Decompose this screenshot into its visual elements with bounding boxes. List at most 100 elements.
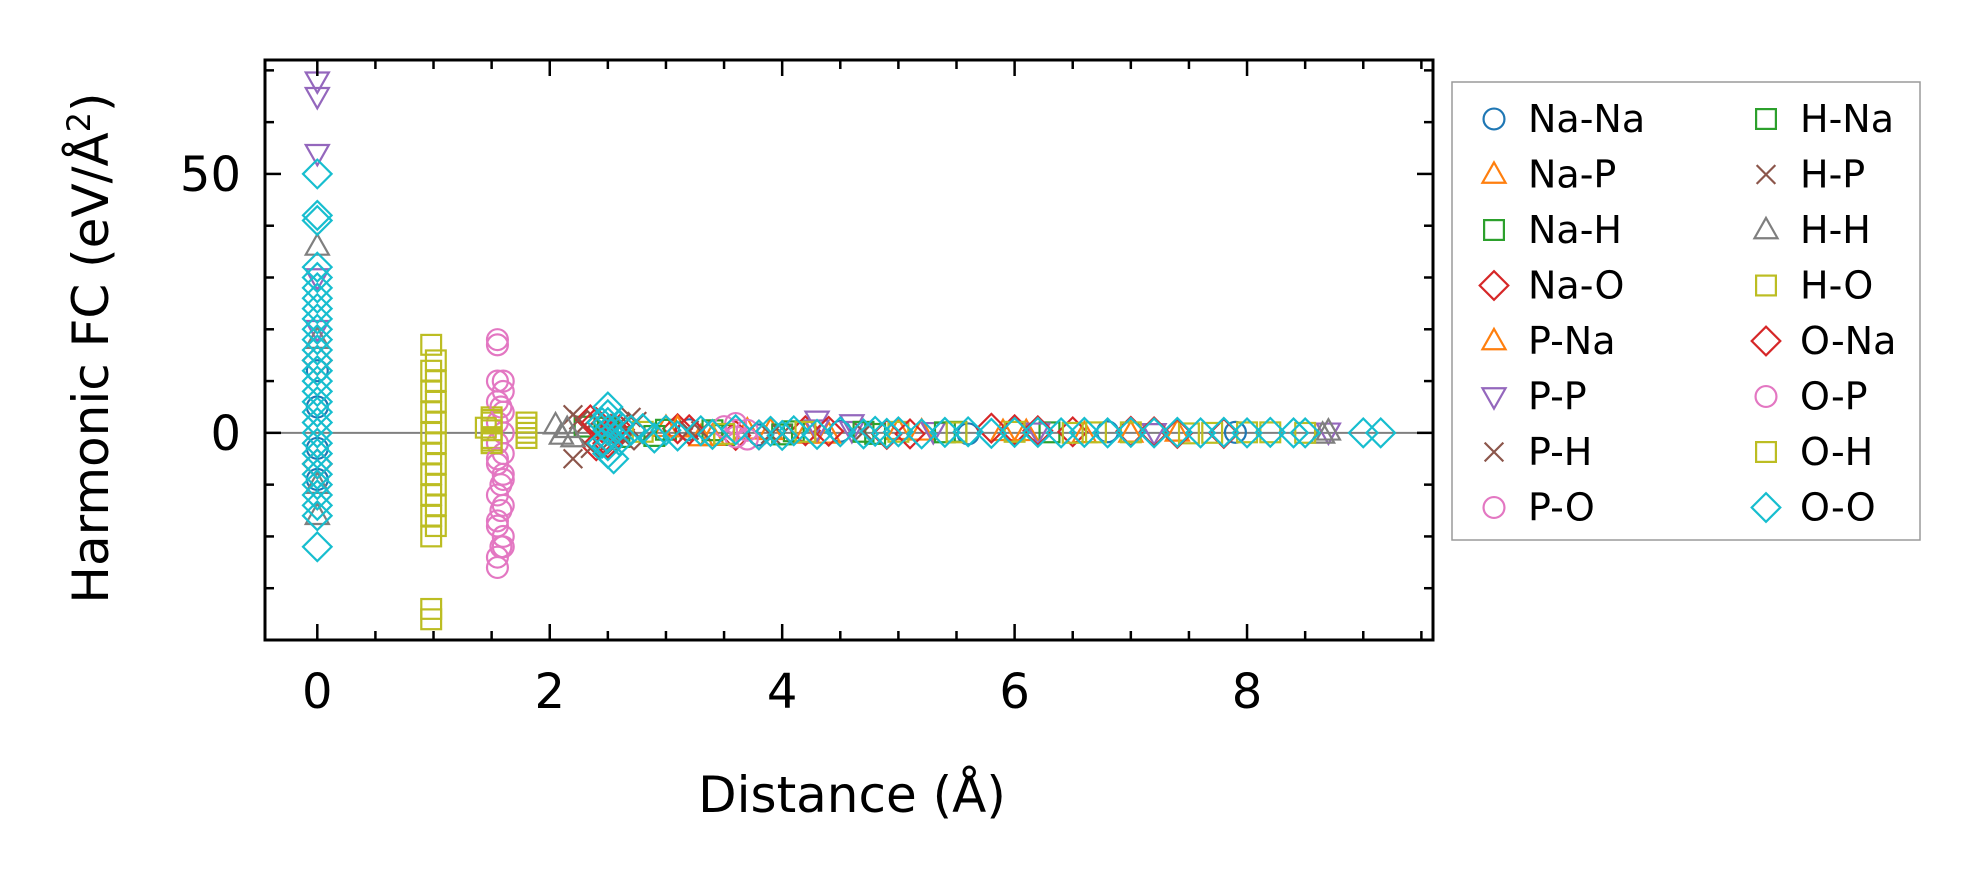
data-point xyxy=(480,429,503,452)
legend-label: H-O xyxy=(1800,264,1873,308)
data-point xyxy=(485,333,509,357)
legend-label: H-H xyxy=(1800,208,1871,252)
legend-label: O-O xyxy=(1800,486,1876,530)
legend-item-na-h: Na-H xyxy=(1482,208,1622,252)
data-point xyxy=(1114,416,1147,449)
data-point xyxy=(305,359,329,383)
data-point xyxy=(894,418,926,450)
data-point xyxy=(952,415,984,448)
legend-marker xyxy=(1478,269,1510,302)
data-point xyxy=(1091,417,1124,449)
data-point xyxy=(1231,417,1263,449)
data-point xyxy=(908,416,936,441)
legend-item-o-o: O-O xyxy=(1750,486,1876,530)
legend-item-o-p: O-P xyxy=(1754,375,1868,419)
data-point xyxy=(301,458,334,491)
data-point xyxy=(870,417,903,450)
data-point xyxy=(491,369,515,393)
data-point xyxy=(859,415,892,448)
legend-item-h-na: H-Na xyxy=(1754,97,1894,141)
data-point xyxy=(929,416,961,449)
data-point xyxy=(485,447,509,471)
x-tick-label: 8 xyxy=(1232,664,1263,720)
x-tick-label: 0 xyxy=(302,664,333,720)
data-point xyxy=(1024,422,1052,447)
legend-label: Na-H xyxy=(1528,208,1622,252)
data-point xyxy=(301,375,334,408)
data-point xyxy=(485,328,509,352)
legend-item-p-p: P-P xyxy=(1480,375,1587,419)
data-point xyxy=(1138,417,1170,449)
data-point xyxy=(1347,417,1380,449)
data-point xyxy=(301,272,334,304)
data-point xyxy=(301,448,334,480)
data-point xyxy=(301,334,334,366)
data-point xyxy=(838,420,866,445)
data-point xyxy=(1068,416,1101,449)
data-point xyxy=(1223,420,1247,444)
data-point xyxy=(975,412,1008,445)
data-point xyxy=(905,418,938,450)
legend-marker xyxy=(1480,387,1508,411)
data-point xyxy=(1309,420,1337,444)
data-point xyxy=(989,417,1017,442)
data-point xyxy=(919,421,947,446)
data-point xyxy=(301,204,334,237)
plot-frame xyxy=(263,58,1435,642)
axis-ticks: 0 2 4 6 8 0 50 xyxy=(180,60,1433,720)
data-point xyxy=(420,608,443,631)
data-point xyxy=(547,421,575,445)
data-point xyxy=(1061,421,1084,444)
series-h-h xyxy=(303,232,1342,526)
data-point xyxy=(975,417,1008,450)
data-point xyxy=(301,199,334,232)
data-point xyxy=(301,282,334,315)
data-point xyxy=(719,413,752,446)
legend-item-p-o: P-O xyxy=(1482,486,1595,530)
y-axis-title-superscript: 2 xyxy=(60,112,98,132)
data-point xyxy=(573,415,596,438)
y-axis-title-main: Harmonic FC (eV/Å xyxy=(62,132,120,603)
data-point xyxy=(1184,417,1217,449)
legend-label: Na-O xyxy=(1528,264,1624,308)
legend-label: P-H xyxy=(1528,430,1592,474)
data-point xyxy=(301,261,334,294)
legend-label: H-P xyxy=(1800,153,1865,197)
legend-item-na-p: Na-P xyxy=(1480,153,1616,197)
data-point xyxy=(491,535,515,559)
legend-item-p-h: P-H xyxy=(1483,430,1592,474)
data-point xyxy=(724,418,748,442)
data-point xyxy=(661,412,694,445)
y-axis-title: Harmonic FC (eV/Å2) xyxy=(60,92,120,603)
data-point xyxy=(1084,421,1107,444)
legend-item-na-na: Na-Na xyxy=(1482,97,1645,141)
legend-marker xyxy=(1482,219,1505,242)
legend-item-h-h: H-H xyxy=(1752,208,1871,252)
data-point xyxy=(303,143,331,168)
data-point xyxy=(713,422,736,445)
data-point xyxy=(754,415,787,448)
legend-marker xyxy=(1752,215,1780,240)
legend-item-o-na: O-Na xyxy=(1750,319,1896,363)
data-point xyxy=(766,419,799,452)
legend-marker xyxy=(1750,325,1782,357)
data-point xyxy=(998,416,1031,449)
data-point xyxy=(301,396,334,428)
data-point xyxy=(794,420,817,443)
data-point xyxy=(882,415,915,448)
data-point xyxy=(1177,422,1200,445)
legend-item-h-o: H-O xyxy=(1754,264,1873,308)
data-point xyxy=(812,415,845,448)
legend-item-h-p: H-P xyxy=(1755,153,1865,197)
data-point xyxy=(884,416,912,441)
legend-label: O-P xyxy=(1800,375,1868,419)
data-point xyxy=(1314,416,1342,441)
data-point xyxy=(801,418,833,451)
legend-label: O-Na xyxy=(1800,319,1896,363)
data-point xyxy=(485,509,509,533)
data-point xyxy=(626,412,659,445)
x-tick-label: 6 xyxy=(999,664,1030,720)
data-point xyxy=(301,437,334,470)
legend-label: Na-Na xyxy=(1528,97,1645,141)
data-point xyxy=(301,499,334,532)
